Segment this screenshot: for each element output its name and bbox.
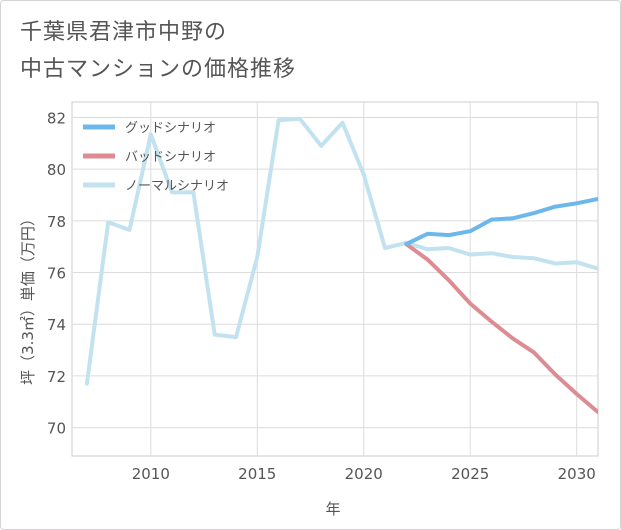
y-tick-label: 72 <box>47 368 66 386</box>
y-tick-label: 80 <box>47 161 66 179</box>
series-line-bad <box>404 242 598 415</box>
legend-label-normal: ノーマルシナリオ <box>125 179 229 194</box>
x-tick-labels: 2010 2015 2020 2025 2030 <box>132 465 596 483</box>
y-tick-label: 70 <box>47 420 66 438</box>
chart-title: 千葉県君津市中野の 中古マンションの価格推移 <box>20 14 296 88</box>
x-tick-label: 2020 <box>345 465 383 483</box>
y-tick-label: 76 <box>47 265 66 283</box>
legend-label-good: グッドシナリオ <box>125 121 216 136</box>
title-line-1: 千葉県君津市中野の <box>20 20 228 45</box>
series-line-normal <box>84 116 598 386</box>
x-axis-label: 年 <box>325 500 340 518</box>
x-tick-label: 2010 <box>132 465 170 483</box>
y-tick-label: 82 <box>47 110 66 128</box>
y-tick-label: 74 <box>47 316 66 334</box>
series-lines <box>84 116 598 415</box>
y-tick-label: 78 <box>47 213 66 231</box>
title-line-2: 中古マンションの価格推移 <box>20 57 297 82</box>
legend-label-bad: バッドシナリオ <box>125 150 216 165</box>
x-tick-label: 2015 <box>238 465 276 483</box>
series-line-good <box>404 196 598 247</box>
y-tick-labels: 70 72 74 76 78 80 82 <box>47 110 66 438</box>
grid <box>72 102 598 456</box>
y-axis-label: 坪（3.3㎡）単価（万円） <box>19 211 37 385</box>
x-tick-label: 2025 <box>451 465 489 483</box>
x-tick-label: 2030 <box>558 465 596 483</box>
